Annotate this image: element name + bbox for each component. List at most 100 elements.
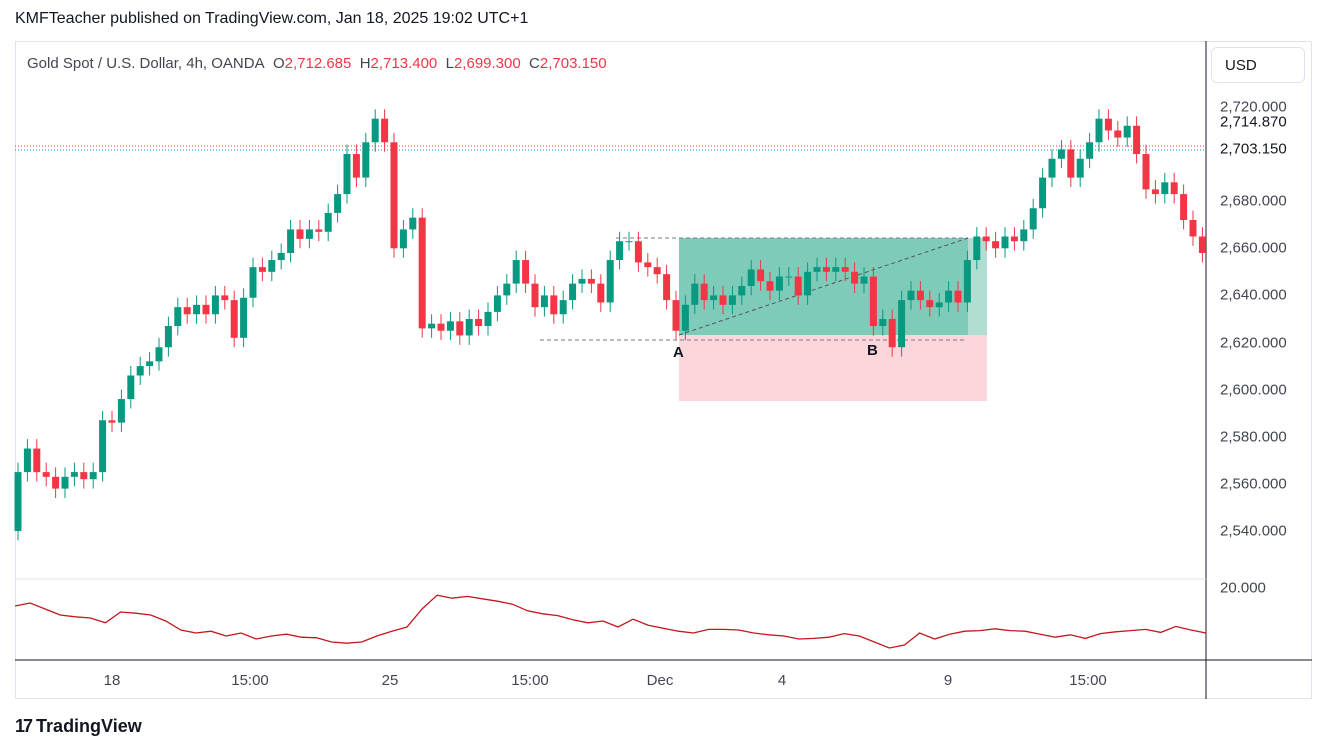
profit-zone-extension [968,238,987,335]
candle-body [550,295,558,315]
candle-body [193,304,201,315]
candle-body [437,323,445,331]
candle-body [691,283,699,305]
candle-body [738,285,746,296]
candle-body [681,304,689,331]
candle-body [672,300,680,331]
candle-body [371,118,379,143]
candle-body [794,276,802,296]
candle-body [851,271,859,284]
low-label: L [445,55,454,72]
candle-body [324,212,332,232]
symbol-legend: Gold Spot / U.S. Dollar, 4h, OANDA O2,71… [27,55,607,72]
candle-body [719,295,727,305]
open-label: O [272,55,285,72]
candle-body [926,300,934,308]
candle-body [258,267,266,272]
tradingview-logo: 17 TradingView [15,716,142,736]
candle-body [945,290,953,303]
candle-body [1020,229,1028,242]
time-axis-label: 25 [381,672,399,689]
candle-body [164,326,172,348]
indicator-axis-label: 20.000 [1220,579,1266,597]
candle-body [1010,236,1018,242]
candle-body [174,307,182,327]
time-axis-label: Dec [646,672,674,689]
candle-body [428,323,436,329]
candle-body [136,366,144,376]
candle-body [1086,142,1094,159]
chart-frame [15,41,1312,699]
candle-body [522,260,530,284]
price-axis-label: 2,720.000 [1220,98,1287,116]
price-axis-label: 2,640.000 [1220,286,1287,304]
candle-body [1198,236,1206,253]
candle-body [89,472,97,480]
candle-body [211,295,219,315]
indicator-line [14,594,1207,649]
candle-body [117,399,125,423]
candle-body [785,276,793,278]
price-axis-label: 2,560.000 [1220,475,1287,493]
candle-body [390,142,398,249]
open-value: 2,712.685 [284,55,352,72]
time-axis-label: 9 [943,672,953,689]
candle-body [597,283,605,303]
close-value: 2,703.150 [539,55,607,72]
candle-body [352,154,360,178]
last-price-mark: 2,703.150 [1220,140,1287,158]
candle-body [766,281,774,291]
candle-body [475,318,483,327]
time-axis-label: 18 [103,672,121,689]
candle-body [1001,236,1009,249]
candle-body [888,318,896,348]
trend-line [678,237,969,336]
candle-body [268,260,276,272]
candle-body [822,267,830,272]
candle-body [634,241,642,263]
candle-body [33,448,41,473]
candle-body [804,271,812,296]
candle-body [1067,149,1075,178]
candle-body [146,361,154,367]
candle-body [954,290,962,303]
currency-button[interactable]: USD [1211,47,1305,83]
candle-body [860,276,868,284]
close-label: C [529,55,540,72]
candle-body [540,295,548,308]
time-axis-label: 15:00 [1069,672,1107,689]
candle-body [484,311,492,327]
price-axis-label: 2,660.000 [1220,239,1287,257]
candle-body [1048,158,1056,178]
candle-body [700,283,708,301]
candle-body [315,229,323,232]
candle-body [1076,158,1084,178]
candle-body [1142,154,1150,190]
candle-body [935,302,943,308]
candle-body [465,318,473,336]
candle-body [775,276,783,291]
price-axis-label: 2,540.000 [1220,522,1287,540]
candle-body [559,300,567,315]
candle-body [1104,118,1112,131]
candle-body [23,448,31,473]
candle-body [1189,220,1197,237]
candle-body [1123,125,1131,138]
candle-body [569,283,577,301]
symbol-name: Gold Spot / U.S. Dollar, 4h, OANDA [27,55,265,72]
candle-body [625,241,633,243]
candle-body [80,472,88,480]
candle-body [869,276,877,327]
candle-body [841,267,849,272]
candle-body [305,229,313,239]
candle-body [832,267,840,272]
candle-body [1029,208,1037,230]
high-value: 2,713.400 [370,55,438,72]
candle-body [644,262,652,268]
candle-body [230,300,238,338]
candle-body [493,295,501,312]
candle-body [343,154,351,195]
candle-body [728,295,736,305]
candle-body [70,472,78,477]
